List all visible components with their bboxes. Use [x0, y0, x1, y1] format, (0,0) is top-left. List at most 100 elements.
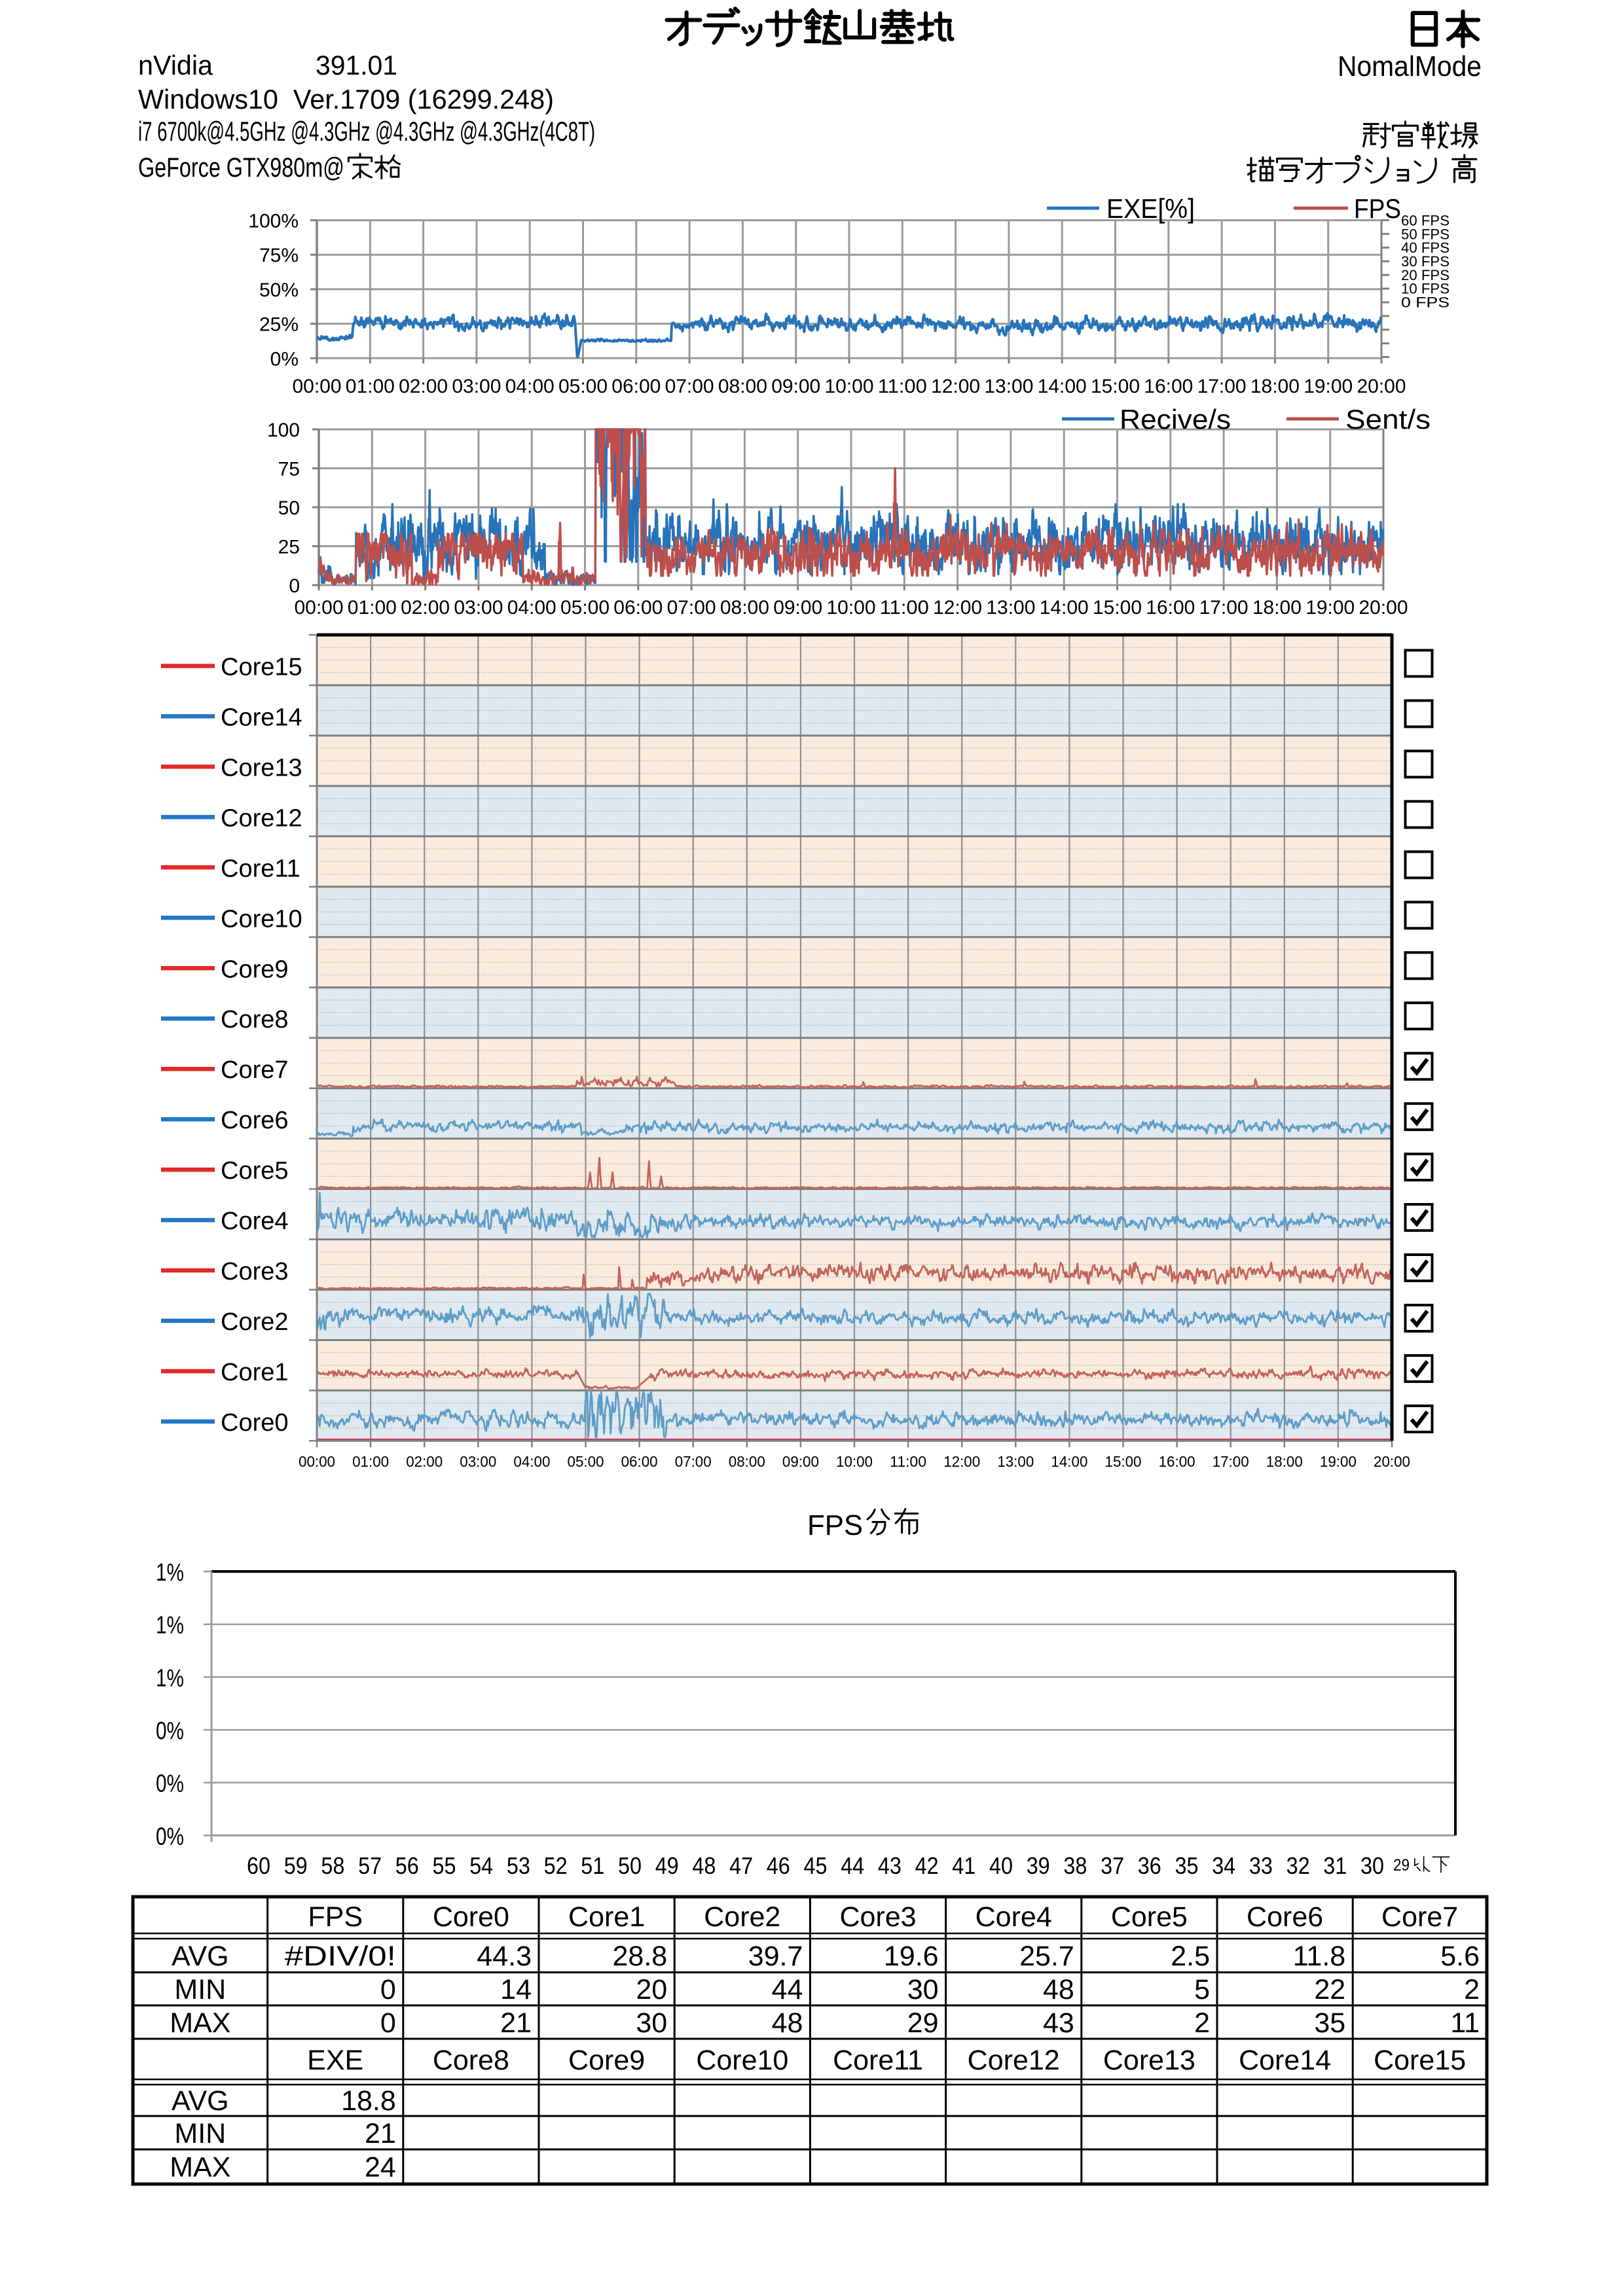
svg-text:10 FPS: 10 FPS — [1401, 281, 1450, 297]
svg-text:75%: 75% — [259, 245, 299, 266]
svg-text:13:00: 13:00 — [997, 1453, 1034, 1470]
svg-text:57: 57 — [358, 1852, 382, 1879]
svg-text:15:00: 15:00 — [1091, 376, 1140, 397]
svg-text:30 FPS: 30 FPS — [1401, 253, 1450, 270]
svg-text:25%: 25% — [259, 314, 299, 336]
svg-text:Core4: Core4 — [976, 1901, 1052, 1933]
svg-text:EXE[%]: EXE[%] — [1106, 193, 1195, 224]
svg-text:07:00: 07:00 — [665, 376, 714, 397]
svg-text:1%: 1% — [156, 1559, 184, 1587]
svg-text:1%: 1% — [156, 1612, 184, 1640]
svg-text:49: 49 — [655, 1852, 679, 1879]
svg-text:Core0: Core0 — [433, 1901, 509, 1933]
svg-text:35: 35 — [1314, 2007, 1345, 2039]
svg-text:43: 43 — [878, 1852, 902, 1879]
svg-text:11:00: 11:00 — [878, 376, 927, 397]
svg-text:2: 2 — [1194, 2007, 1210, 2039]
svg-text:20: 20 — [636, 1974, 667, 2005]
svg-text:14: 14 — [500, 1974, 532, 2005]
svg-text:01:00: 01:00 — [348, 597, 397, 619]
svg-text:5: 5 — [1194, 1974, 1210, 2005]
svg-text:29: 29 — [1393, 1856, 1410, 1874]
svg-text:Sent/s: Sent/s — [1345, 404, 1431, 435]
svg-text:34: 34 — [1212, 1852, 1235, 1879]
svg-text:18:00: 18:00 — [1250, 376, 1300, 397]
svg-text:00:00: 00:00 — [293, 376, 342, 397]
svg-text:Core9: Core9 — [221, 956, 289, 983]
svg-text:04:00: 04:00 — [507, 597, 556, 619]
svg-text:28.8: 28.8 — [612, 1941, 667, 1972]
svg-text:40: 40 — [989, 1852, 1013, 1879]
svg-text:30: 30 — [1360, 1852, 1384, 1879]
svg-text:1%: 1% — [156, 1664, 184, 1692]
svg-text:38: 38 — [1063, 1852, 1087, 1879]
svg-text:02:00: 02:00 — [399, 376, 448, 397]
svg-text:Core14: Core14 — [1239, 2045, 1331, 2076]
svg-text:06:00: 06:00 — [613, 597, 663, 619]
svg-text:2: 2 — [1464, 1974, 1480, 2005]
svg-text:09:00: 09:00 — [782, 1453, 819, 1470]
svg-text:50: 50 — [278, 497, 300, 519]
svg-text:100: 100 — [267, 420, 300, 441]
svg-text:0%: 0% — [156, 1823, 184, 1850]
svg-text:100%: 100% — [248, 211, 299, 232]
svg-text:2.5: 2.5 — [1171, 1941, 1210, 1972]
svg-text:19:00: 19:00 — [1304, 376, 1353, 397]
svg-text:55: 55 — [433, 1852, 456, 1879]
svg-text:Core3: Core3 — [839, 1901, 916, 1933]
svg-text:Core12: Core12 — [221, 804, 302, 832]
svg-text:02:00: 02:00 — [406, 1453, 443, 1470]
svg-text:FPS: FPS — [308, 1901, 363, 1933]
svg-text:03:00: 03:00 — [452, 376, 501, 397]
svg-text:Core12: Core12 — [968, 2045, 1060, 2076]
svg-text:56: 56 — [395, 1852, 419, 1879]
svg-text:0 FPS: 0 FPS — [1401, 295, 1450, 311]
svg-text:GeForce GTX980m@: GeForce GTX980m@ — [138, 152, 344, 183]
svg-text:Core13: Core13 — [221, 754, 302, 781]
svg-text:31: 31 — [1323, 1852, 1347, 1879]
svg-text:25.7: 25.7 — [1019, 1941, 1074, 1972]
svg-text:MIN: MIN — [174, 2118, 226, 2149]
svg-text:00:00: 00:00 — [299, 1453, 335, 1470]
svg-text:50 FPS: 50 FPS — [1401, 226, 1450, 242]
svg-text:04:00: 04:00 — [513, 1453, 550, 1470]
svg-text:Core6: Core6 — [221, 1107, 289, 1134]
svg-text:i7 6700k@4.5GHz @4.3GHz @4.3GH: i7 6700k@4.5GHz @4.3GHz @4.3GHz @4.3GHz(… — [138, 116, 595, 147]
svg-text:54: 54 — [469, 1852, 493, 1879]
svg-text:Core6: Core6 — [1247, 1901, 1323, 1933]
svg-text:11.8: 11.8 — [1293, 1941, 1346, 1972]
svg-text:15:00: 15:00 — [1093, 597, 1142, 619]
svg-text:50: 50 — [618, 1852, 642, 1879]
svg-text:03:00: 03:00 — [454, 597, 503, 619]
svg-text:44: 44 — [841, 1852, 864, 1879]
svg-text:AVG: AVG — [172, 2085, 229, 2117]
svg-text:Core11: Core11 — [833, 2045, 923, 2076]
svg-text:59: 59 — [284, 1852, 308, 1879]
svg-text:16:00: 16:00 — [1159, 1453, 1195, 1470]
svg-text:25: 25 — [278, 537, 300, 558]
svg-text:60: 60 — [247, 1852, 270, 1879]
svg-text:Core9: Core9 — [568, 2045, 645, 2076]
svg-text:Core14: Core14 — [221, 704, 302, 731]
svg-text:44.3: 44.3 — [477, 1941, 532, 1972]
svg-text:0%: 0% — [156, 1770, 184, 1798]
svg-text:44: 44 — [772, 1974, 803, 2005]
svg-text:41: 41 — [952, 1852, 976, 1879]
svg-text:14:00: 14:00 — [1051, 1453, 1087, 1470]
svg-text:18:00: 18:00 — [1266, 1453, 1303, 1470]
svg-text:03:00: 03:00 — [460, 1453, 496, 1470]
svg-text:04:00: 04:00 — [505, 376, 555, 397]
svg-text:Core10: Core10 — [696, 2045, 788, 2076]
svg-text:21: 21 — [500, 2007, 532, 2039]
svg-text:60 FPS: 60 FPS — [1401, 213, 1450, 229]
svg-text:07:00: 07:00 — [675, 1453, 712, 1470]
svg-text:391.01: 391.01 — [316, 50, 397, 81]
svg-text:09:00: 09:00 — [771, 376, 820, 397]
svg-text:50%: 50% — [259, 279, 299, 301]
svg-text:19:00: 19:00 — [1320, 1453, 1357, 1470]
svg-text:52: 52 — [544, 1852, 568, 1879]
svg-text:43: 43 — [1043, 2007, 1074, 2039]
svg-text:Core3: Core3 — [221, 1258, 289, 1285]
svg-text:13:00: 13:00 — [986, 597, 1035, 619]
svg-text:AVG: AVG — [172, 1941, 229, 1972]
